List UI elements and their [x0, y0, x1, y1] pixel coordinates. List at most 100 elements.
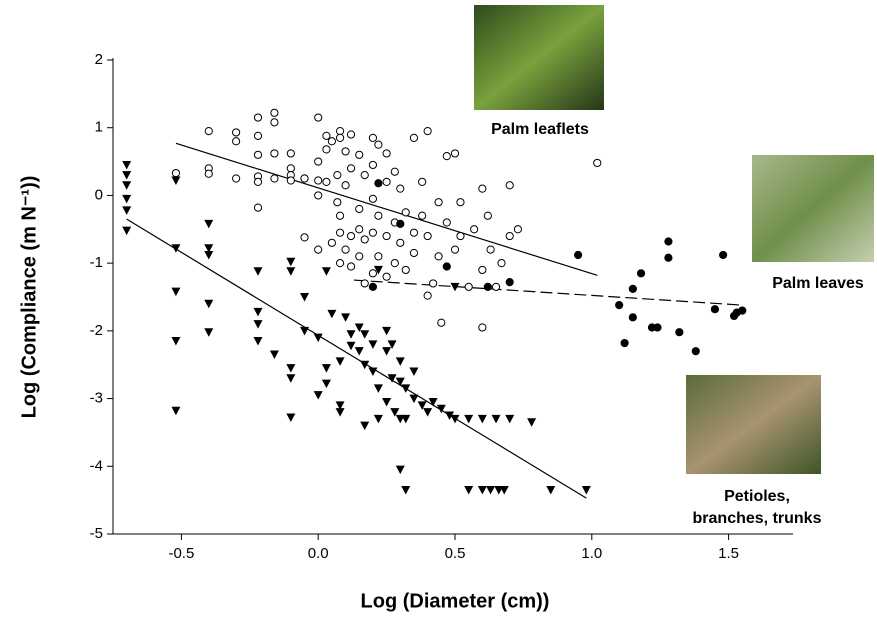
point — [499, 485, 509, 495]
y-tick-label: -4 — [90, 457, 103, 474]
x-tick-label: 0.5 — [445, 545, 466, 562]
point — [346, 262, 356, 271]
point — [253, 131, 263, 140]
y-tick-label: -3 — [90, 390, 103, 407]
y-tick-label: 0 — [95, 186, 103, 203]
point — [314, 245, 323, 254]
point — [300, 233, 309, 242]
y-tick-label: -2 — [90, 322, 103, 339]
point — [483, 282, 492, 291]
annotation: Petioles, — [724, 488, 790, 505]
y-tick-label: -5 — [90, 525, 103, 542]
point — [122, 206, 132, 215]
point — [286, 374, 296, 383]
point — [396, 184, 405, 193]
point — [409, 248, 419, 258]
point — [354, 323, 364, 332]
point — [322, 145, 331, 154]
point — [418, 211, 427, 220]
point — [341, 147, 350, 156]
point — [401, 414, 411, 424]
point — [253, 267, 263, 276]
point — [122, 226, 132, 236]
point — [527, 418, 537, 427]
point — [620, 338, 629, 348]
point — [204, 169, 213, 178]
point — [505, 181, 514, 190]
point — [354, 347, 364, 356]
point — [355, 204, 364, 214]
x-tick-label: 0.0 — [308, 545, 329, 562]
point — [368, 269, 378, 278]
point — [409, 133, 419, 142]
point — [628, 313, 637, 322]
point — [374, 179, 383, 188]
point — [335, 133, 345, 142]
point — [664, 253, 673, 262]
point — [374, 140, 383, 149]
point — [491, 414, 501, 424]
point — [327, 238, 336, 247]
point — [355, 225, 364, 234]
point — [505, 414, 515, 424]
point — [464, 414, 474, 424]
point — [442, 152, 451, 161]
point — [341, 313, 351, 322]
point — [418, 177, 427, 186]
point — [346, 130, 356, 139]
point — [374, 252, 383, 261]
point — [456, 231, 465, 241]
x-axis-title: Log (Diameter (cm)) — [361, 590, 550, 612]
point — [442, 218, 451, 227]
point — [335, 211, 345, 220]
point — [360, 235, 369, 244]
point — [719, 250, 728, 260]
point — [491, 282, 501, 291]
point — [423, 231, 432, 241]
point — [442, 262, 451, 271]
point — [477, 414, 487, 424]
point — [710, 305, 720, 314]
point — [314, 113, 323, 122]
point — [409, 394, 419, 404]
point — [368, 367, 378, 376]
point — [382, 326, 392, 336]
point — [300, 174, 309, 183]
point — [423, 127, 432, 136]
point — [373, 414, 383, 424]
point — [253, 177, 263, 186]
x-tick-label: 1.0 — [581, 545, 602, 562]
point — [450, 414, 460, 424]
point — [486, 485, 496, 495]
point — [232, 128, 241, 137]
point — [269, 350, 279, 360]
point — [322, 177, 331, 186]
point — [450, 282, 460, 292]
point — [368, 228, 378, 237]
x-tick-label: 1.5 — [718, 545, 739, 562]
point — [409, 367, 419, 376]
point — [513, 225, 523, 234]
point — [390, 167, 399, 176]
point — [286, 176, 295, 185]
point — [346, 231, 356, 241]
point — [286, 164, 295, 173]
point — [314, 191, 323, 200]
point — [486, 245, 495, 254]
point — [355, 150, 364, 159]
point — [335, 401, 345, 410]
point — [270, 108, 279, 117]
point — [497, 259, 506, 268]
point — [505, 278, 514, 287]
point — [360, 421, 370, 431]
point — [313, 333, 323, 343]
point — [204, 127, 213, 136]
point — [664, 237, 673, 246]
point — [286, 364, 296, 373]
point — [395, 465, 405, 475]
annotation: Palm leaflets — [491, 121, 589, 138]
point — [483, 211, 492, 220]
point — [270, 174, 279, 183]
point — [171, 244, 181, 253]
